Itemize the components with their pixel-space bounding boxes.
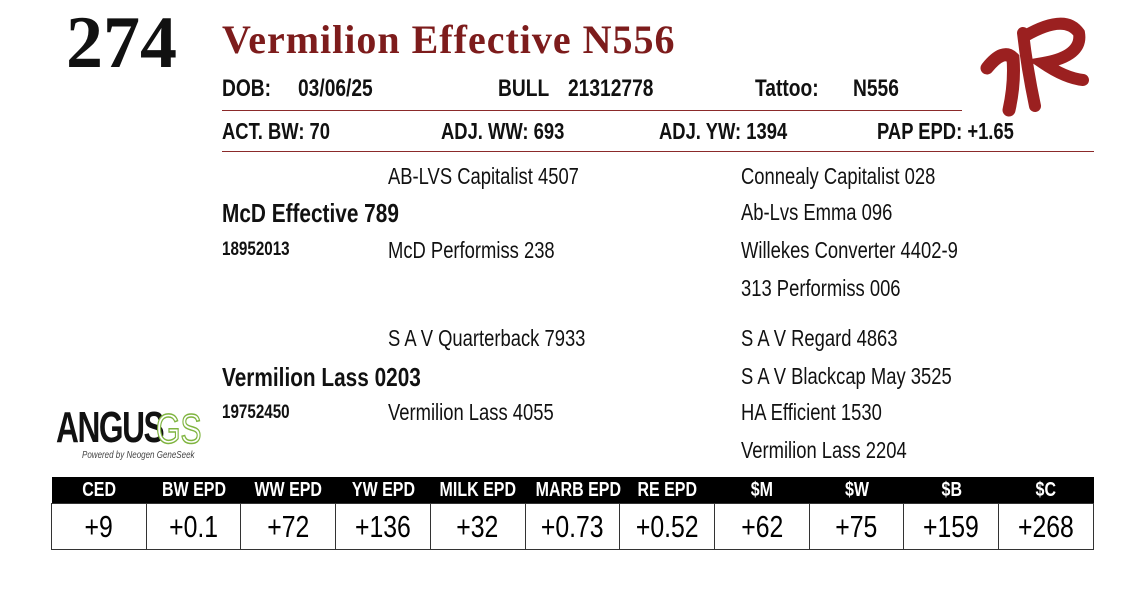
epd-header: YW EPD [351,478,415,501]
dam-registration: 19752450 [222,402,290,423]
epd-header-row: CED BW EPD WW EPD YW EPD MILK EPD MARB EPD RE … [51,477,1094,504]
epd-header: WW EPD [254,478,323,501]
epd-value-cell: +32 [429,503,526,550]
registration: 21312778 [568,75,654,102]
epd-value-cell: +72 [240,503,337,550]
epd-value: +62 [740,508,783,544]
epd-header-cell: $M [714,477,810,504]
dob-label: DOB: [222,75,272,102]
dam-sire: S A V Quarterback 7933 [388,325,586,351]
great-grandparent: Ab-Lvs Emma 096 [741,199,893,225]
epd-value: +136 [355,508,411,544]
great-grandparent: Willekes Converter 4402-9 [741,237,958,263]
great-grandparent: HA Efficient 1530 [741,399,882,425]
epd-header-cell: MARB EPD [525,477,622,504]
brand-logo [980,17,1089,117]
epd-value: +9 [84,508,113,544]
epd-header: $M [750,478,774,501]
logo-suffix: GS [155,405,202,452]
great-grandparent: S A V Regard 4863 [741,325,898,351]
weight: ACT. BW: 70 [222,118,331,144]
epd-header-cell: RE EPD [619,477,715,504]
epd-value-cell: +62 [714,503,810,550]
epd-header-cell: CED [51,477,147,504]
epd-value: +159 [923,508,980,544]
weight: ADJ. WW: 693 [441,118,565,144]
divider [222,110,962,111]
great-grandparent: 313 Performiss 006 [741,275,901,301]
dob: 03/06/25 [298,75,373,102]
divider [222,151,1094,152]
lot-number: 274 [66,2,177,84]
epd-value: +72 [267,508,310,544]
epd-header: MILK EPD [439,478,517,501]
epd-value-cell: +0.52 [619,503,716,550]
epd-value-cell: +159 [903,503,1000,550]
sire-sire: AB-LVS Capitalist 4507 [388,163,579,189]
epd-header: $W [844,478,869,501]
epd-value-cell: +9 [51,503,147,550]
epd-header-cell: MILK EPD [430,477,526,504]
epd-header: MARB EPD [535,478,622,501]
sire: McD Effective 789 [222,198,399,228]
epd-value-cell: +0.1 [145,503,242,550]
epd-header: $C [1035,478,1057,501]
weight: PAP EPD: +1.65 [877,118,1014,144]
epd-value: +0.1 [169,508,219,544]
epd-header: CED [81,478,116,501]
epd-value: +75 [835,508,878,544]
epd-value-cell: +136 [335,503,431,550]
epd-value-cell: +0.73 [524,503,621,550]
epd-header: RE EPD [637,478,697,501]
epd-table: CED BW EPD WW EPD YW EPD MILK EPD MARB EPD RE … [51,477,1094,550]
epd-header: BW EPD [161,478,226,501]
epd-header-cell: YW EPD [335,477,431,504]
weight: ADJ. YW: 1394 [659,118,788,144]
epd-value: +32 [456,508,499,544]
sire-dam: McD Performiss 238 [388,237,555,263]
epd-value-row: +9 +0.1 +72 +136 +32 +0.73 +0.52 +62 +75 +159 +268 [51,503,1094,550]
epd-header-cell: BW EPD [146,477,241,504]
epd-header-cell: $B [903,477,999,504]
epd-value: +268 [1018,508,1075,544]
epd-value-cell: +268 [998,503,1094,550]
tattoo: N556 [853,75,899,102]
sex: BULL [498,75,550,102]
epd-header-cell: $C [998,477,1094,504]
great-grandparent: S A V Blackcap May 3525 [741,363,952,389]
logo-main: ANGUS [56,403,165,452]
great-grandparent: Vermilion Lass 2204 [741,437,907,463]
epd-value: +0.52 [635,508,699,544]
dam-dam: Vermilion Lass 4055 [388,399,554,425]
animal-name: Vermilion Effective N556 [222,17,676,62]
tattoo-label: Tattoo: [755,75,819,102]
sire-registration: 18952013 [222,239,290,260]
great-grandparent: Connealy Capitalist 028 [741,163,936,189]
logo-tagline: Powered by Neogen GeneSeek [82,450,195,461]
epd-header-cell: $W [809,477,904,504]
dam: Vermilion Lass 0203 [222,362,421,392]
epd-header-cell: WW EPD [240,477,336,504]
epd-header: $B [941,478,962,501]
epd-value-cell: +75 [808,503,905,550]
epd-value: +0.73 [541,508,604,544]
